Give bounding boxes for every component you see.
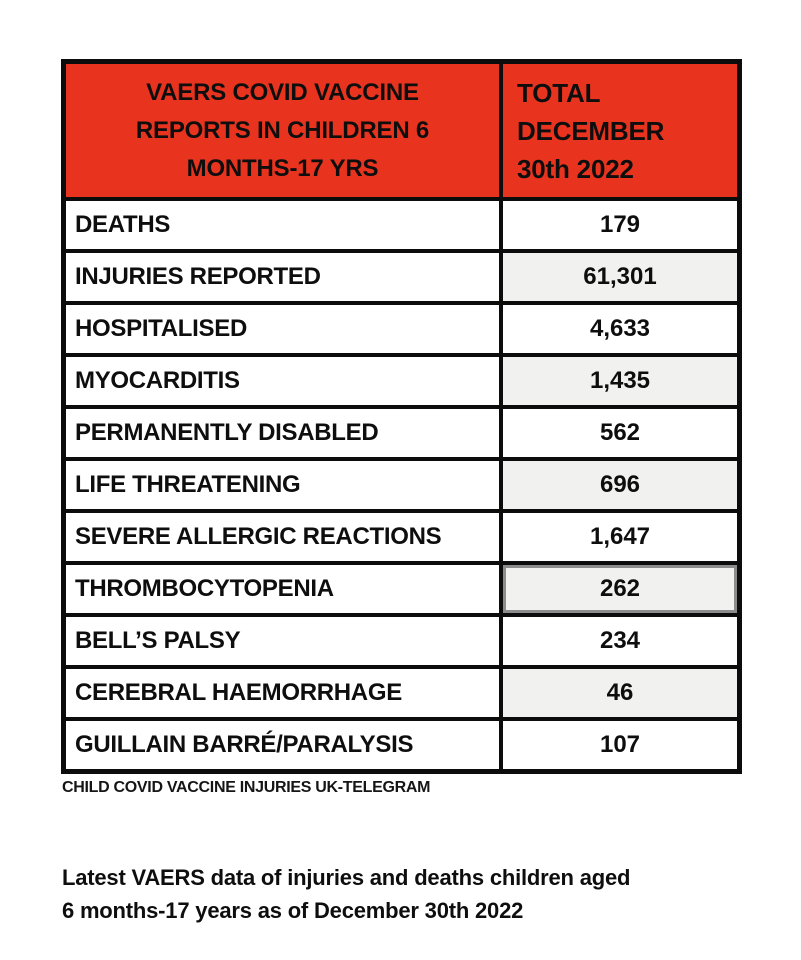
table-row: INJURIES REPORTED 61,301 xyxy=(66,249,737,301)
condition-value: 61,301 xyxy=(503,253,737,301)
table-row: LIFE THREATENING 696 xyxy=(66,457,737,509)
condition-value: 107 xyxy=(503,721,737,769)
condition-label: PERMANENTLY DISABLED xyxy=(66,409,503,457)
condition-label: THROMBOCYTOPENIA xyxy=(66,565,503,613)
condition-label: LIFE THREATENING xyxy=(66,461,503,509)
table-row: HOSPITALISED 4,633 xyxy=(66,301,737,353)
table-row: DEATHS 179 xyxy=(66,197,737,249)
condition-value: 179 xyxy=(503,201,737,249)
condition-value: 562 xyxy=(503,409,737,457)
table-row: GUILLAIN BARRÉ/PARALYSIS 107 xyxy=(66,717,737,769)
condition-value: 262 xyxy=(503,565,737,613)
condition-value: 46 xyxy=(503,669,737,717)
condition-label: DEATHS xyxy=(66,201,503,249)
table-row: PERMANENTLY DISABLED 562 xyxy=(66,405,737,457)
condition-value: 234 xyxy=(503,617,737,665)
table-total-column-header: TOTAL DECEMBER 30th 2022 xyxy=(517,77,665,184)
table-row: BELL’S PALSY 234 xyxy=(66,613,737,665)
condition-label: BELL’S PALSY xyxy=(66,617,503,665)
condition-label: MYOCARDITIS xyxy=(66,357,503,405)
condition-label: SEVERE ALLERGIC REACTIONS xyxy=(66,513,503,561)
table-title: VAERS COVID VACCINE REPORTS IN CHILDREN … xyxy=(66,64,503,197)
condition-label: INJURIES REPORTED xyxy=(66,253,503,301)
vaers-report-table: VAERS COVID VACCINE REPORTS IN CHILDREN … xyxy=(61,59,742,774)
condition-value: 4,633 xyxy=(503,305,737,353)
condition-value: 1,435 xyxy=(503,357,737,405)
footer-note: Latest VAERS data of injuries and deaths… xyxy=(62,865,631,923)
table-header-row: VAERS COVID VACCINE REPORTS IN CHILDREN … xyxy=(66,64,737,197)
condition-value: 1,647 xyxy=(503,513,737,561)
condition-label: CEREBRAL HAEMORRHAGE xyxy=(66,669,503,717)
table-row: MYOCARDITIS 1,435 xyxy=(66,353,737,405)
source-caption: CHILD COVID VACCINE INJURIES UK-TELEGRAM xyxy=(62,779,431,796)
table-row: SEVERE ALLERGIC REACTIONS 1,647 xyxy=(66,509,737,561)
condition-label: HOSPITALISED xyxy=(66,305,503,353)
table-row: THROMBOCYTOPENIA 262 xyxy=(66,561,737,613)
table-row: CEREBRAL HAEMORRHAGE 46 xyxy=(66,665,737,717)
condition-value: 696 xyxy=(503,461,737,509)
condition-label: GUILLAIN BARRÉ/PARALYSIS xyxy=(66,721,503,769)
